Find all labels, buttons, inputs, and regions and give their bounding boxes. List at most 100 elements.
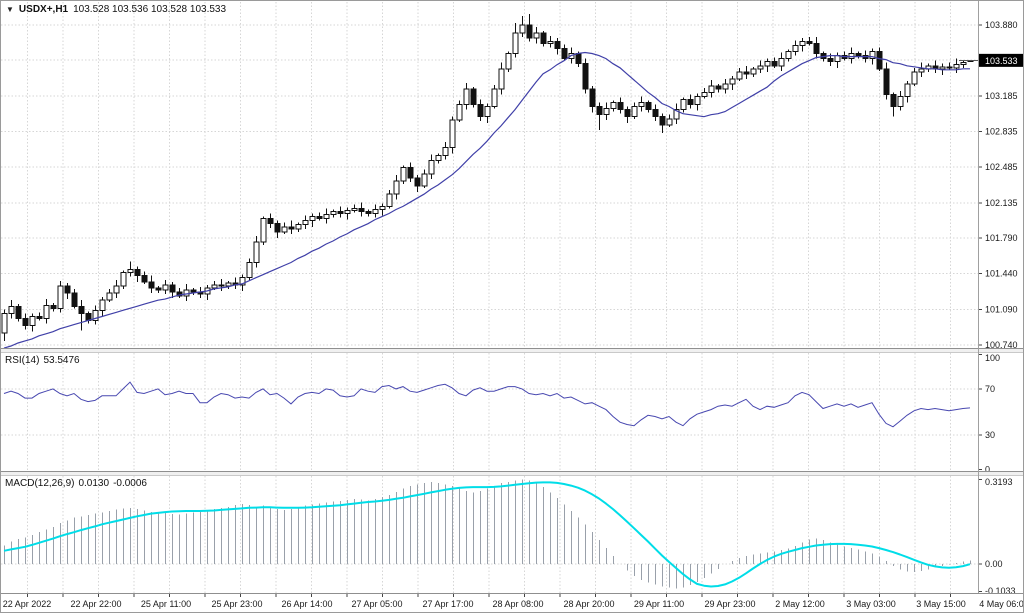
candle-body [533, 32, 540, 39]
candle-body [743, 71, 750, 75]
candle-body [799, 40, 806, 46]
chart-header: ▼ USDX+,H1 103.528 103.536 103.528 103.5… [6, 4, 226, 15]
macd-axis-label: -0.1033 [985, 586, 1016, 596]
candle-body [701, 91, 708, 97]
symbol-dropdown-icon[interactable]: ▼ [6, 5, 14, 14]
macd-name: MACD(12,26,9) [5, 478, 75, 489]
time-scale[interactable]: 22 Apr 2022 22 Apr 22:00 25 Apr 11:00 25 Ap… [3, 594, 1024, 609]
candle-body [519, 24, 526, 34]
candle-body [372, 208, 379, 215]
candle-body [344, 209, 351, 215]
rsi-scale[interactable]: 100 70 30 0 [978, 353, 1000, 474]
candle-body [456, 103, 463, 121]
candle-body [211, 284, 218, 289]
candle-body [904, 83, 911, 97]
candle-body [883, 68, 890, 95]
candle-body [673, 109, 680, 120]
candle-body [141, 275, 148, 283]
candle-body [302, 220, 309, 226]
macd-signal-value: -0.0006 [113, 478, 147, 489]
candle-body [64, 285, 71, 294]
candle-body [806, 40, 813, 44]
candle-body [855, 53, 862, 57]
time-axis-label: 26 Apr 14:00 [281, 599, 332, 609]
candle-body [554, 40, 561, 49]
candle-body [162, 284, 169, 291]
candle-body [393, 180, 400, 195]
candle-body [435, 154, 442, 162]
candle-body [260, 218, 267, 243]
candle-body [708, 85, 715, 93]
panel-separator-macd[interactable] [1, 471, 1023, 476]
candle-body [603, 108, 610, 116]
candle-body [169, 284, 176, 293]
candle-body [687, 98, 694, 105]
price-scale[interactable]: 103.880 103.185 102.835 102.485 102.135 101.7… [959, 20, 1024, 350]
candle-body [722, 83, 729, 90]
candlestick-series [1, 13, 974, 341]
candle-body [869, 50, 876, 60]
candle-body [624, 109, 631, 118]
time-axis-label: 2 May 12:00 [775, 599, 825, 609]
candle-body [127, 269, 134, 274]
candle-body [911, 71, 918, 85]
time-axis-label: 4 May 06:00 [979, 599, 1024, 609]
ma-line [3, 51, 970, 349]
candle-body [316, 216, 323, 220]
macd-indicator-label: MACD(12,26,9) 0.0130 -0.0006 [5, 478, 151, 489]
candle-body [379, 205, 386, 210]
time-axis-label: 22 Apr 2022 [3, 599, 52, 609]
candle-body [246, 261, 253, 279]
macd-axis-label: 0.00 [985, 559, 1003, 569]
candle-body [351, 207, 358, 211]
panel-separator-rsi[interactable] [1, 348, 1023, 353]
candle-body [50, 304, 57, 309]
candle-body [561, 47, 568, 60]
price-axis-label: 102.135 [985, 198, 1018, 208]
candle-body [960, 62, 967, 66]
candle-body [8, 305, 15, 314]
candle-body [771, 61, 778, 67]
candle-body [218, 284, 225, 287]
rsi-axis-label: 100 [985, 353, 1000, 363]
time-axis-label: 29 Apr 11:00 [634, 599, 684, 609]
candle-body [540, 32, 547, 44]
current-price-label: 103.533 [985, 56, 1018, 66]
time-axis-label: 25 Apr 23:00 [211, 599, 262, 609]
candle-body [596, 106, 603, 116]
candle-body [897, 95, 904, 108]
macd-histogram [4, 479, 971, 589]
price-axis-label: 103.185 [985, 91, 1018, 101]
candle-body [106, 292, 113, 301]
candle-body [365, 210, 372, 215]
candle-body [918, 68, 925, 73]
candle-body [57, 285, 64, 309]
time-axis-label: 3 May 15:00 [916, 599, 966, 609]
candle-body [414, 177, 421, 187]
candle-body [309, 216, 316, 222]
candle-body [43, 304, 50, 320]
candle-body [778, 58, 785, 67]
candle-body [953, 64, 960, 69]
candle-body [547, 40, 554, 44]
candle-body [792, 44, 799, 52]
candle-body [666, 118, 673, 126]
price-scale-border [978, 1, 979, 593]
candle-body [442, 146, 449, 156]
candle-body [729, 78, 736, 85]
candle-body [505, 53, 512, 70]
rsi-name: RSI(14) [5, 355, 40, 366]
symbol-period-label: USDX+,H1 [18, 4, 69, 15]
candle-body [757, 65, 764, 70]
price-axis-label: 102.835 [985, 126, 1018, 136]
macd-scale[interactable]: 0.3193 0.00 -0.1033 [978, 477, 1016, 596]
candle-body [645, 101, 652, 111]
candle-body [512, 32, 519, 55]
macd-signal-line [3, 481, 971, 588]
candle-body [99, 299, 106, 311]
price-axis-label: 102.485 [985, 162, 1018, 172]
grid-layer [1, 2, 978, 593]
candle-body [288, 226, 295, 230]
